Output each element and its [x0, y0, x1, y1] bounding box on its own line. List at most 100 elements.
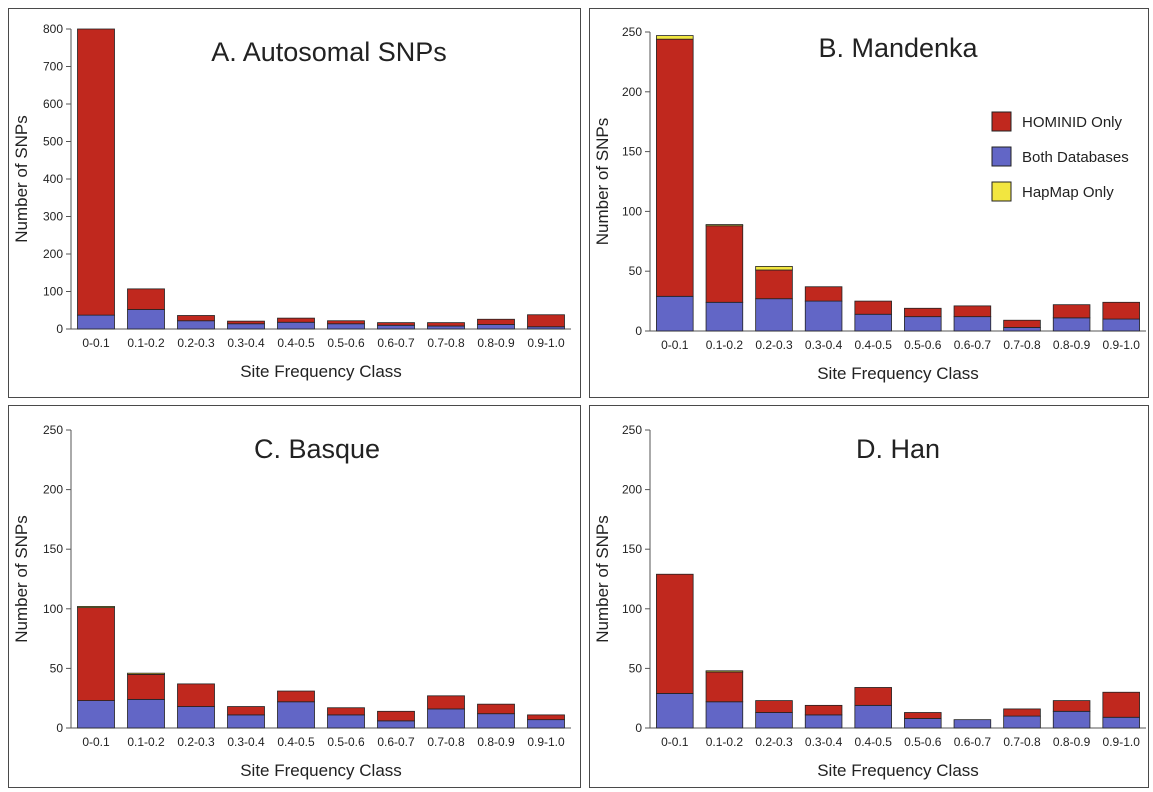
x-tick-label: 0-0.1 — [661, 338, 689, 352]
chart-legend: HOMINID Only Both Databases HapMap Only — [991, 111, 1129, 202]
bar-hominid-0-0.1 — [656, 573, 694, 694]
bar-hominid-0.6-0.7 — [377, 710, 415, 722]
bar-hominid-0.8-0.9 — [1052, 304, 1091, 319]
bar-both-0.2-0.3 — [755, 712, 793, 729]
x-tick-label: 0.8-0.9 — [1053, 338, 1091, 352]
x-tick-label: 0.7-0.8 — [427, 735, 465, 749]
y-tick-label: 200 — [43, 247, 63, 261]
y-axis-label: Number of SNPs — [593, 118, 612, 246]
y-tick-label: 50 — [629, 661, 643, 675]
chart-panel-basque: 0 50 100 150 200 250 0-0.1 0.1-0.2 0.2-0.3 0.3-0.… — [8, 405, 581, 788]
bar-hominid-0.2-0.3 — [177, 683, 215, 707]
bar-hominid-0.7-0.8 — [427, 322, 465, 327]
y-tick-label: 0 — [56, 322, 63, 336]
bar-both-0.1-0.2 — [705, 301, 744, 332]
bar-both-0.9-1.0 — [1102, 318, 1140, 332]
chart-title: C. Basque — [254, 434, 380, 464]
x-tick-label: 0.9-1.0 — [1103, 735, 1141, 749]
bar-hominid-0.4-0.5 — [277, 317, 315, 323]
x-tick-label: 0.6-0.7 — [954, 338, 992, 352]
y-axis-label: Number of SNPs — [12, 515, 31, 643]
y-tick-label: 100 — [43, 285, 63, 299]
x-tick-label: 0.6-0.7 — [377, 336, 415, 350]
bar-both-0.3-0.4 — [227, 714, 265, 729]
x-tick-label: 0.2-0.3 — [755, 735, 793, 749]
x-tick-label: 0-0.1 — [82, 735, 110, 749]
bar-both-0.8-0.9 — [1052, 317, 1091, 332]
y-tick-label: 0 — [635, 721, 642, 735]
y-tick-label: 100 — [622, 204, 642, 218]
x-tick-label: 0.7-0.8 — [1003, 735, 1041, 749]
bar-hominid-0.8-0.9 — [477, 318, 515, 325]
y-tick-label: 150 — [43, 542, 63, 556]
bar-both-0-0.1 — [77, 700, 115, 729]
bar-both-0.1-0.2 — [127, 698, 165, 729]
bar-both-0.7-0.8 — [1003, 327, 1041, 332]
y-tick-label: 250 — [43, 423, 63, 437]
y-tick-label: 100 — [622, 602, 642, 616]
bar-hominid-0.7-0.8 — [1003, 708, 1041, 717]
bar-both-0.4-0.5 — [854, 313, 892, 332]
chart-title: A. Autosomal SNPs — [211, 37, 447, 67]
y-tick-label: 50 — [50, 661, 64, 675]
x-axis-label: Site Frequency Class — [240, 761, 402, 780]
x-tick-label: 0-0.1 — [661, 735, 689, 749]
y-tick-label: 100 — [43, 602, 63, 616]
x-tick-label: 0.5-0.6 — [904, 735, 942, 749]
chart-svg: 0 50 100 150 200 250 0-0.1 0.1-0.2 0.2-0.3 0.3-0.… — [593, 423, 1146, 780]
x-tick-label: 0.5-0.6 — [327, 336, 365, 350]
x-tick-label: 0.9-1.0 — [527, 336, 565, 350]
x-tick-label: 0.4-0.5 — [277, 336, 315, 350]
bar-hominid-0.4-0.5 — [854, 300, 892, 315]
x-tick-label: 0.3-0.4 — [805, 338, 843, 352]
bar-hominid-0.7-0.8 — [427, 695, 465, 710]
x-tick-label: 0.9-1.0 — [1103, 338, 1141, 352]
bar-hominid-0-0.1 — [77, 607, 115, 701]
x-tick-label: 0.3-0.4 — [227, 735, 265, 749]
bar-hominid-0.2-0.3 — [177, 315, 215, 322]
bar-both-0.4-0.5 — [854, 704, 892, 729]
bar-hapmap-0.1-0.2 — [705, 670, 744, 673]
bar-hominid-0.3-0.4 — [804, 286, 843, 302]
x-tick-label: 0.8-0.9 — [477, 735, 515, 749]
legend-swatch-hominid — [991, 111, 1012, 132]
bar-hominid-0.2-0.3 — [755, 700, 793, 713]
x-axis-label: Site Frequency Class — [240, 362, 402, 381]
bar-hominid-0-0.1 — [77, 28, 115, 316]
x-tick-label: 0.3-0.4 — [227, 336, 265, 350]
x-tick-label: 0.2-0.3 — [755, 338, 793, 352]
y-tick-label: 200 — [622, 85, 642, 99]
bar-hominid-0.1-0.2 — [705, 225, 744, 303]
bar-hapmap-0.1-0.2 — [127, 672, 165, 675]
x-tick-label: 0.4-0.5 — [855, 338, 893, 352]
bar-both-0.6-0.7 — [953, 719, 992, 729]
chart-panel-han: 0 50 100 150 200 250 0-0.1 0.1-0.2 0.2-0.3 0.3-0.… — [589, 405, 1149, 788]
y-axis-label: Number of SNPs — [12, 115, 31, 243]
bar-both-0.1-0.2 — [127, 309, 165, 330]
bar-both-0-0.1 — [656, 693, 694, 729]
bar-hominid-0.3-0.4 — [227, 706, 265, 716]
bar-hominid-0.3-0.4 — [804, 704, 843, 716]
y-tick-label: 300 — [43, 210, 63, 224]
legend-swatch-both — [991, 146, 1012, 167]
bar-hominid-0.9-1.0 — [1102, 301, 1140, 320]
bar-both-0.6-0.7 — [377, 324, 415, 330]
bar-both-0.3-0.4 — [227, 323, 265, 330]
bar-hapmap-0.2-0.3 — [755, 266, 793, 271]
x-axis-label: Site Frequency Class — [817, 761, 979, 780]
bar-hominid-0.7-0.8 — [1003, 319, 1041, 328]
bar-hapmap-0-0.1 — [656, 35, 694, 40]
chart-svg: 0 100 200 300 400 500 600 700 800 0-0.1 0.1-0.2 0.2… — [12, 22, 571, 381]
y-tick-label: 400 — [43, 172, 63, 186]
bar-both-0.4-0.5 — [277, 321, 315, 330]
x-tick-label: 0.1-0.2 — [706, 338, 744, 352]
chart-svg: 0 50 100 150 200 250 0-0.1 0.1-0.2 0.2-0.3 0.3-0.… — [593, 25, 1146, 383]
bar-hapmap-0.1-0.2 — [705, 224, 744, 227]
bar-hominid-0.5-0.6 — [327, 707, 365, 716]
y-tick-label: 200 — [622, 483, 642, 497]
y-tick-label: 50 — [629, 264, 643, 278]
y-tick-label: 250 — [622, 25, 642, 39]
bar-hominid-0.8-0.9 — [1052, 700, 1091, 712]
x-tick-label: 0.1-0.2 — [127, 336, 165, 350]
x-axis-label: Site Frequency Class — [817, 364, 979, 383]
